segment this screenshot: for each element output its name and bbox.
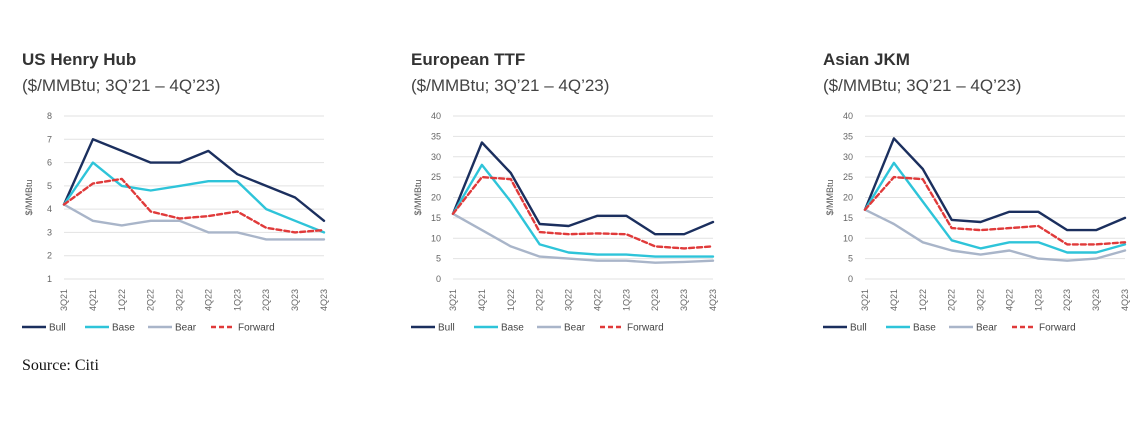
y-tick-label: 8: [47, 111, 52, 121]
y-tick-label: 40: [843, 111, 853, 121]
y-tick-label: 20: [431, 193, 441, 203]
x-tick-label: 2Q22: [146, 289, 156, 311]
series-line-bear: [62, 203, 326, 241]
series-line-bear: [863, 208, 1127, 262]
x-tick-label: 3Q23: [679, 289, 689, 311]
y-tick-label: 35: [843, 131, 853, 141]
legend-label-forward: Forward: [238, 323, 275, 334]
series-line-forward: [451, 175, 715, 250]
legend-label-forward: Forward: [627, 323, 664, 334]
x-tick-label: 2Q22: [947, 289, 957, 311]
source-note: Source: Citi: [22, 357, 99, 374]
y-tick-label: 20: [843, 193, 853, 203]
x-tick-label: 2Q23: [650, 289, 660, 311]
x-tick-label: 3Q22: [175, 289, 185, 311]
x-tick-label: 1Q23: [1033, 289, 1043, 311]
x-tick-label: 1Q23: [621, 289, 631, 311]
y-tick-label: 40: [431, 111, 441, 121]
y-tick-label: 2: [47, 251, 52, 261]
legend-label-bull: Bull: [438, 323, 455, 334]
y-tick-label: 0: [436, 274, 441, 284]
legend-label-bull: Bull: [49, 323, 66, 334]
series-line-bear: [451, 212, 715, 264]
x-tick-label: 4Q23: [319, 289, 329, 311]
legend-label-bear: Bear: [564, 323, 586, 334]
x-tick-label: 1Q22: [918, 289, 928, 311]
x-tick-label: 4Q22: [592, 289, 602, 311]
y-tick-label: 10: [843, 233, 853, 243]
y-tick-label: 4: [47, 204, 52, 214]
x-tick-label: 3Q21: [448, 289, 458, 311]
legend-label-bear: Bear: [976, 323, 998, 334]
y-tick-label: 5: [848, 254, 853, 264]
y-tick-label: 15: [431, 213, 441, 223]
asian-jkm-chart: 0 5 10 15 20 25 30 35 40 $/MMBtu 3Q21 4Q21 1Q22 2Q22 3…: [823, 111, 1130, 334]
chart-title: US Henry Hub: [22, 50, 137, 69]
series-line-bull: [62, 138, 326, 223]
chart-title: Asian JKM: [823, 50, 910, 69]
y-tick-label: 6: [47, 158, 52, 168]
y-tick-label: 1: [47, 274, 52, 284]
european-ttf-chart: 0 5 10 15 20 25 30 35 40 $/MMBtu 3Q21 4Q21 1Q22 2Q22 3…: [411, 111, 718, 334]
x-tick-label: 1Q22: [506, 289, 516, 311]
chart-subtitle: ($/MMBtu; 3Q’21 – 4Q’23): [823, 76, 1022, 95]
x-tick-label: 4Q21: [88, 289, 98, 311]
series-line-base: [451, 163, 715, 258]
legend-label-base: Base: [501, 323, 524, 334]
x-tick-label: 1Q22: [117, 289, 127, 311]
legend-label-bull: Bull: [850, 323, 867, 334]
x-tick-label: 4Q23: [1120, 289, 1130, 311]
y-tick-label: 25: [431, 172, 441, 182]
henry-hub-panel: US Henry Hub ($/MMBtu; 3Q’21 – 4Q’23) 1 2…: [22, 50, 352, 350]
y-tick-label: 0: [848, 274, 853, 284]
x-tick-label: 2Q23: [1062, 289, 1072, 311]
x-tick-label: 2Q22: [535, 289, 545, 311]
henry-hub-chart: 1 2 3 4 5 6 7 8 $/MMBtu 3Q21 4Q21 1Q22 2Q22 3Q22 4Q22 1…: [22, 111, 329, 334]
legend-label-base: Base: [112, 323, 135, 334]
x-tick-label: 2Q23: [261, 289, 271, 311]
legend-label-forward: Forward: [1039, 323, 1076, 334]
chart-title: European TTF: [411, 50, 526, 69]
x-tick-label: 1Q23: [232, 289, 242, 311]
y-axis-label: $/MMBtu: [413, 179, 423, 215]
x-tick-label: 4Q23: [708, 289, 718, 311]
x-tick-label: 4Q21: [889, 289, 899, 311]
y-tick-label: 5: [47, 181, 52, 191]
x-tick-label: 3Q23: [290, 289, 300, 311]
series-line-base: [62, 161, 326, 234]
y-tick-label: 30: [843, 152, 853, 162]
y-tick-label: 7: [47, 134, 52, 144]
y-tick-label: 10: [431, 233, 441, 243]
x-tick-label: 3Q21: [59, 289, 69, 311]
y-tick-label: 35: [431, 131, 441, 141]
y-axis-label: $/MMBtu: [24, 179, 34, 215]
asian-jkm-panel: Asian JKM ($/MMBtu; 3Q’21 – 4Q’23) 0 5 10 1…: [823, 50, 1144, 350]
y-tick-label: 30: [431, 152, 441, 162]
y-tick-label: 5: [436, 254, 441, 264]
series-line-base: [863, 161, 1127, 254]
series-line-forward: [62, 177, 326, 234]
x-tick-label: 3Q22: [564, 289, 574, 311]
series-line-forward: [863, 175, 1127, 246]
european-ttf-panel: European TTF ($/MMBtu; 3Q’21 – 4Q’23) 0 5…: [411, 50, 741, 350]
x-tick-label: 4Q21: [477, 289, 487, 311]
x-tick-label: 3Q21: [860, 289, 870, 311]
x-tick-label: 3Q23: [1091, 289, 1101, 311]
y-tick-label: 15: [843, 213, 853, 223]
chart-subtitle: ($/MMBtu; 3Q’21 – 4Q’23): [411, 76, 610, 95]
series-line-bull: [863, 137, 1127, 232]
y-tick-label: 25: [843, 172, 853, 182]
x-tick-label: 3Q22: [976, 289, 986, 311]
legend-label-base: Base: [913, 323, 936, 334]
series-line-bull: [451, 141, 715, 236]
y-tick-label: 3: [47, 227, 52, 237]
x-tick-label: 4Q22: [1004, 289, 1014, 311]
legend-label-bear: Bear: [175, 323, 197, 334]
x-tick-label: 4Q22: [203, 289, 213, 311]
chart-subtitle: ($/MMBtu; 3Q’21 – 4Q’23): [22, 76, 221, 95]
y-axis-label: $/MMBtu: [825, 179, 835, 215]
